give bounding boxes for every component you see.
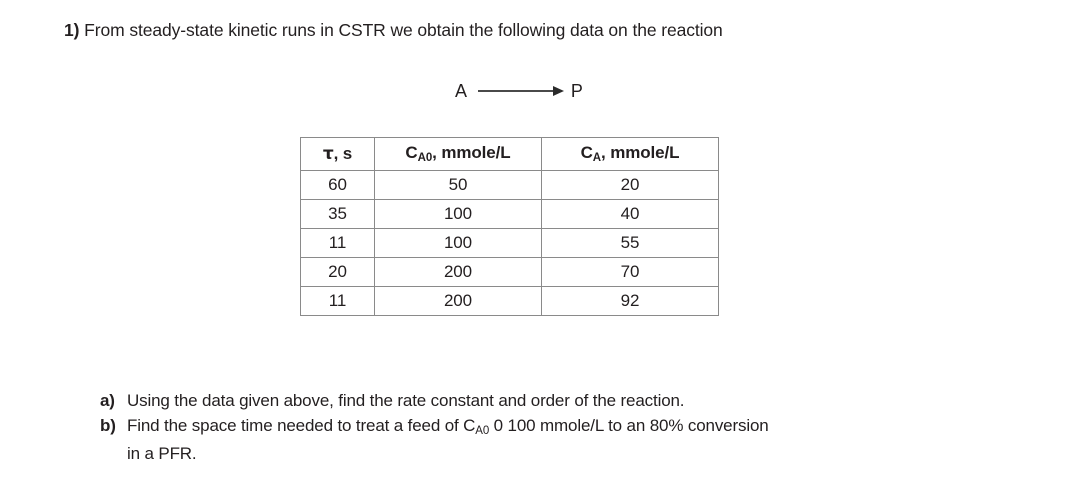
cell-ca0: 100 bbox=[374, 228, 542, 258]
cell-ca: 40 bbox=[541, 199, 719, 229]
reaction-scheme: A P bbox=[455, 79, 583, 103]
subquestion-b-marker: b) bbox=[100, 416, 116, 435]
cell-ca: 55 bbox=[541, 228, 719, 258]
subquestion-b-text-line2: in a PFR. bbox=[127, 444, 197, 463]
problem-number: 1) bbox=[64, 20, 80, 40]
column-header-tau: τ, s bbox=[300, 137, 375, 171]
reactant-label: A bbox=[455, 80, 467, 101]
cell-tau: 60 bbox=[300, 170, 375, 200]
table-row: 11 100 55 bbox=[300, 228, 719, 258]
cell-tau: 20 bbox=[300, 257, 375, 287]
cell-ca0: 200 bbox=[374, 257, 542, 287]
cell-tau: 35 bbox=[300, 199, 375, 229]
cell-ca: 92 bbox=[541, 286, 719, 316]
table-row: 60 50 20 bbox=[300, 170, 719, 200]
cell-tau: 11 bbox=[300, 286, 375, 316]
cell-tau: 11 bbox=[300, 228, 375, 258]
column-header-ca0: CA0, mmole/L bbox=[374, 137, 542, 171]
subquestion-a-marker: a) bbox=[100, 391, 115, 410]
cell-ca0: 50 bbox=[374, 170, 542, 200]
arrow-shaft bbox=[477, 90, 554, 92]
arrow-head bbox=[552, 86, 564, 96]
cell-ca0: 100 bbox=[374, 199, 542, 229]
kinetic-data-table: τ, s CA0, mmole/L CA, mmole/L 60 50 20 3… bbox=[300, 137, 719, 316]
subquestion-b: b) Find the space time needed to treat a… bbox=[100, 413, 1020, 441]
cell-ca0: 200 bbox=[374, 286, 542, 316]
subquestion-b-text: Find the space time needed to treat a fe… bbox=[127, 416, 769, 437]
subquestion-list: a) Using the data given above, find the … bbox=[100, 388, 1020, 466]
cell-ca: 20 bbox=[541, 170, 719, 200]
subquestion-a-text: Using the data given above, find the rat… bbox=[127, 391, 685, 410]
table-row: 11 200 92 bbox=[300, 286, 719, 316]
table-row: 35 100 40 bbox=[300, 199, 719, 229]
subquestion-a: a) Using the data given above, find the … bbox=[100, 388, 1020, 413]
cell-ca: 70 bbox=[541, 257, 719, 287]
problem-heading: 1) From steady-state kinetic runs in CST… bbox=[64, 19, 723, 41]
table-header-row: τ, s CA0, mmole/L CA, mmole/L bbox=[300, 137, 719, 171]
right-arrow-icon bbox=[477, 84, 564, 98]
column-header-ca: CA, mmole/L bbox=[541, 137, 719, 171]
table-row: 20 200 70 bbox=[300, 257, 719, 287]
product-label: P bbox=[570, 80, 583, 101]
problem-statement: From steady-state kinetic runs in CSTR w… bbox=[84, 20, 723, 40]
